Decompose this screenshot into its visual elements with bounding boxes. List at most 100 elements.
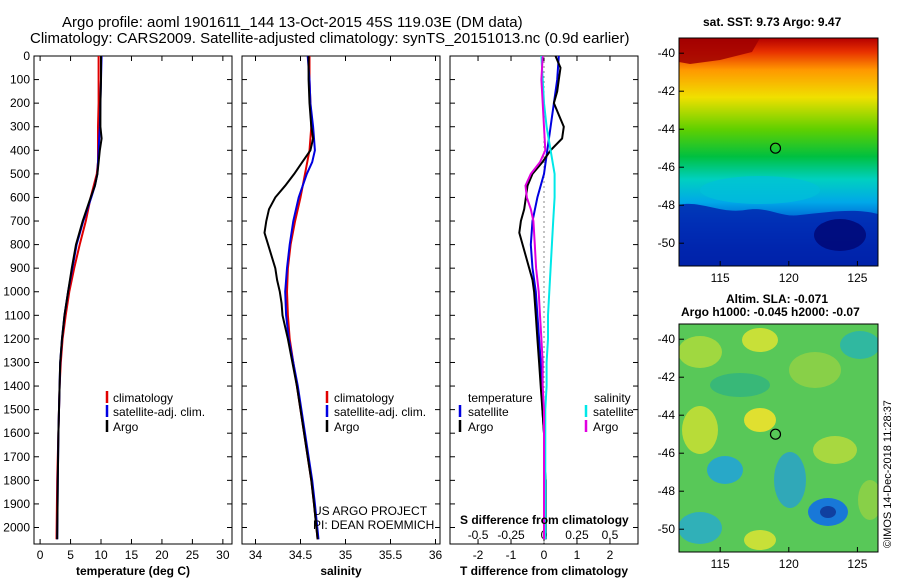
x-tick-label: 35.5 [379, 548, 403, 562]
series-line-salinity-satellite [540, 55, 556, 540]
x-tick-label: 2 [607, 548, 614, 562]
map-x-tick-label: 120 [779, 557, 799, 571]
map-y-tick-label: -46 [658, 446, 676, 460]
legend-title-salinity: salinity [594, 391, 631, 405]
series-line-argo [263, 56, 319, 540]
x-tick-label: 20 [155, 548, 169, 562]
s-tick-label: -0.25 [497, 528, 525, 542]
series-line-climatology [55, 56, 100, 540]
y-tick-label: 100 [10, 73, 30, 87]
sst-map: sat. SST: 9.73 Argo: 9.47 115 120 125 -40 -4… [658, 15, 879, 285]
x-tick-label: 15 [125, 548, 139, 562]
y-tick-label: 700 [10, 214, 30, 228]
map-y-tick-label: -42 [658, 370, 676, 384]
y-tick-label: 1100 [4, 308, 30, 322]
salinity-panel: 34 34.5 35 35.5 36 salinity [241, 55, 443, 578]
y-tick-label: 800 [10, 238, 30, 252]
map-x-tick-label: 125 [847, 557, 867, 571]
s-tick-label: -0.5 [468, 528, 489, 542]
x-tick-label: 25 [186, 548, 200, 562]
map-x-tick-label: 120 [779, 271, 799, 285]
s-tick-label: 0.5 [602, 528, 619, 542]
map-y-tick-label: -48 [658, 198, 676, 212]
y-tick-label: 1300 [3, 355, 30, 369]
sst-map-frame [678, 37, 879, 267]
y-tick-label: 1800 [3, 473, 30, 487]
x-tick-label: -2 [473, 548, 484, 562]
y-tick-label: 2000 [3, 520, 30, 534]
legend-label-argo: Argo [113, 420, 139, 434]
map-y-tick-label: -42 [658, 84, 676, 98]
map-y-tick-label: -40 [658, 332, 676, 346]
x-axis-label: T difference from climatology [460, 564, 628, 578]
sla-features [679, 328, 878, 550]
series-line-satellite-adj-clim- [284, 55, 320, 540]
map-y-tick-label: -44 [658, 408, 676, 422]
legend-label-sal-satellite: satellite [593, 405, 634, 419]
figure-title-line1: Argo profile: aoml 1901611_144 13-Oct-20… [62, 14, 523, 31]
y-tick-label: 1900 [3, 497, 30, 511]
sst-map-title: sat. SST: 9.73 Argo: 9.47 [703, 15, 842, 29]
legend-label-sal-argo: Argo [593, 420, 619, 434]
legend-label-satellite: satellite-adj. clim. [334, 405, 426, 419]
plot-frame [33, 55, 233, 545]
temperature-legend: climatology satellite-adj. clim. Argo [105, 391, 205, 434]
s-difference-axis-label: S difference from climatology [460, 513, 629, 527]
legend-label-temp-argo: Argo [468, 420, 494, 434]
map-x-tick-label: 125 [847, 271, 867, 285]
x-axis-label: temperature (deg C) [76, 564, 190, 578]
project-annotation: US ARGO PROJECT [313, 504, 428, 518]
sla-map-title-line1: Altim. SLA: -0.071 [726, 292, 828, 306]
pi-annotation: PI: DEAN ROEMMICH [313, 518, 434, 532]
y-tick-label: 400 [10, 143, 30, 157]
map-y-tick-label: -46 [658, 160, 676, 174]
legend-label-temp-satellite: satellite [468, 405, 509, 419]
credit-footer: ©IMOS 14-Dec-2018 11:28:37 [882, 400, 894, 548]
argo-location-marker [769, 428, 782, 440]
map-y-tick-label: -48 [658, 484, 676, 498]
legend-label-satellite: satellite-adj. clim. [113, 405, 205, 419]
y-tick-label: 200 [10, 96, 30, 110]
figure-title-line2: Climatology: CARS2009. Satellite-adjuste… [30, 30, 629, 47]
x-tick-label: 35 [339, 548, 353, 562]
y-tick-label: 500 [10, 167, 30, 181]
x-tick-label: 5 [67, 548, 74, 562]
salinity-legend: climatology satellite-adj. clim. Argo US… [313, 391, 434, 532]
x-tick-label: 10 [94, 548, 108, 562]
series-line-argo [56, 56, 103, 540]
x-tick-label: 36 [429, 548, 443, 562]
legend-label-climatology: climatology [334, 391, 394, 405]
plot-frame [241, 55, 441, 545]
sst-cold-region [679, 203, 878, 266]
series-line-salinity-argo [524, 55, 547, 540]
map-x-tick-label: 115 [711, 271, 730, 285]
map-x-tick-label: 115 [711, 557, 730, 571]
x-tick-label: 34.5 [289, 548, 313, 562]
x-axis-label: salinity [320, 564, 362, 578]
y-tick-label: 1500 [3, 403, 30, 417]
s-tick-label: 0.25 [565, 528, 589, 542]
y-tick-label: 300 [10, 120, 30, 134]
y-tick-label: 600 [10, 190, 30, 204]
y-tick-label: 1600 [3, 426, 30, 440]
legend-label-climatology: climatology [113, 391, 173, 405]
x-tick-label: 34 [249, 548, 263, 562]
x-tick-label: 30 [216, 548, 230, 562]
map-y-tick-label: -40 [658, 46, 676, 60]
x-tick-label: 1 [574, 548, 581, 562]
y-tick-label: 1200 [3, 332, 30, 346]
difference-legend: temperature satellite Argo salinity sate… [458, 391, 634, 527]
y-tick-label: 900 [10, 261, 30, 275]
sla-map-frame [678, 323, 879, 553]
map-y-tick-label: -44 [658, 122, 676, 136]
y-tick-label: 1700 [3, 450, 30, 464]
x-tick-label: -1 [506, 548, 517, 562]
temperature-panel: 0100200300400500600700800900100011001200… [3, 49, 233, 578]
y-tick-label: 1400 [3, 379, 30, 393]
map-y-tick-label: -50 [658, 236, 676, 250]
map-y-tick-label: -50 [658, 522, 676, 536]
series-line-temperature-argo [518, 55, 565, 540]
argo-location-marker [769, 142, 782, 154]
x-tick-label: 0 [37, 548, 44, 562]
